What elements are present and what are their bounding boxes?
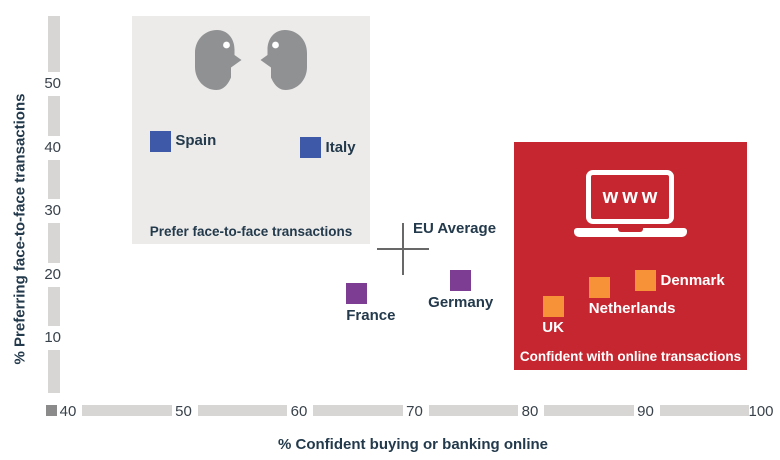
- face-box-caption: Prefer face-to-face transactions: [149, 224, 353, 239]
- laptop-screen: www: [586, 170, 674, 224]
- x-axis-start-cap: [46, 405, 57, 416]
- x-tick-label-60: 60: [290, 403, 308, 420]
- left-head-eye: [223, 41, 230, 49]
- marker-france: [346, 283, 368, 305]
- point-label-italy: Italy: [325, 138, 356, 156]
- y-tick-label-10: 10: [44, 329, 61, 346]
- x-tick-label-80: 80: [521, 403, 539, 420]
- x-tick-label-40: 40: [59, 403, 77, 420]
- x-axis-segment: [313, 405, 403, 416]
- x-tick-label-70: 70: [406, 403, 423, 420]
- eu-average-label: EU Average: [412, 220, 497, 238]
- online-box-caption: Confident with online transactions: [519, 349, 742, 364]
- right-head-eye: [272, 41, 279, 49]
- y-tick-label-50: 50: [44, 75, 61, 92]
- y-axis-segment: [48, 16, 60, 72]
- x-tick-label-100: 100: [748, 403, 774, 420]
- y-tick-label-40: 40: [44, 138, 61, 156]
- x-axis-segment: [544, 405, 634, 416]
- x-axis-segment: [659, 405, 749, 416]
- x-axis-title: % Confident buying or banking online: [278, 436, 548, 453]
- marker-netherlands: [588, 276, 610, 298]
- y-tick-label-30: 30: [44, 202, 61, 219]
- x-tick-label-90: 90: [637, 403, 654, 420]
- point-label-netherlands: Netherlands: [588, 300, 676, 318]
- x-axis-segment: [82, 405, 172, 416]
- marker-italy: [300, 137, 322, 158]
- marker-germany: [450, 270, 472, 292]
- y-tick-label-20: 20: [44, 265, 61, 283]
- laptop-notch: [618, 228, 643, 232]
- y-axis-segment: [48, 286, 60, 326]
- point-label-denmark: Denmark: [660, 271, 725, 289]
- point-label-spain: Spain: [175, 132, 217, 150]
- x-axis-segment: [197, 405, 287, 416]
- point-label-france: France: [346, 306, 396, 324]
- online-zone-box: www Confident with online transactions: [514, 142, 747, 370]
- y-axis-segment: [48, 96, 60, 136]
- face-to-face-zone-box: Prefer face-to-face transactions: [132, 16, 370, 244]
- two-heads-face-to-face-icon: [195, 30, 307, 90]
- marker-uk: [542, 295, 564, 317]
- x-axis-segment: [428, 405, 518, 416]
- point-label-uk: UK: [542, 319, 564, 337]
- laptop-screen-text: www: [602, 185, 662, 208]
- point-label-germany: Germany: [428, 293, 494, 311]
- laptop-base: [574, 228, 687, 237]
- eu-average-crosshair-horizontal: [376, 248, 429, 251]
- y-axis-segment: [48, 350, 60, 393]
- y-axis-segment: [48, 223, 60, 263]
- marker-spain: [149, 130, 171, 152]
- marker-denmark: [635, 270, 656, 292]
- y-axis-segment: [48, 159, 60, 199]
- x-tick-label-50: 50: [175, 403, 192, 420]
